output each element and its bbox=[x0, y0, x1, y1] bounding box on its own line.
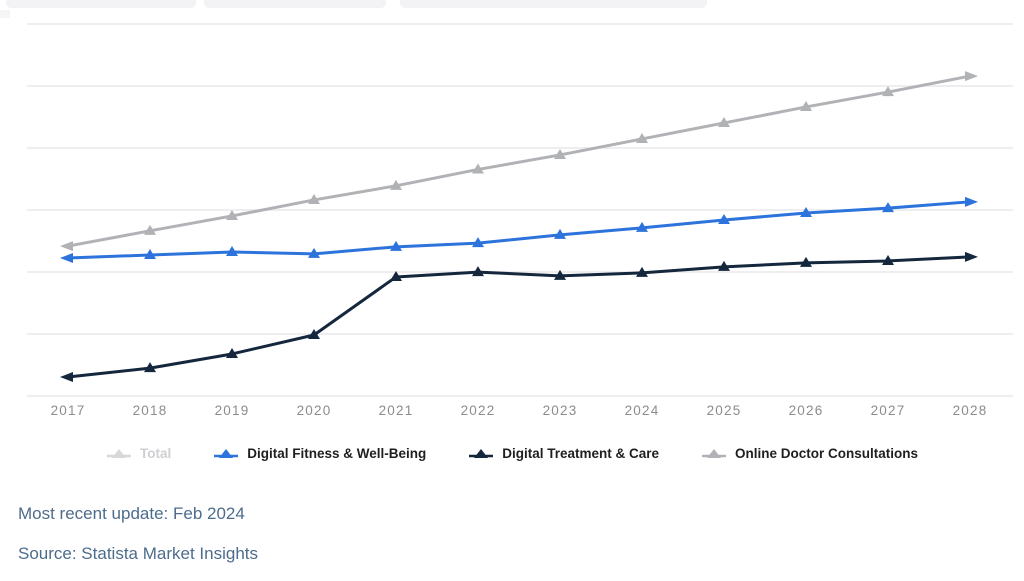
series-line-digital-treatment-care bbox=[60, 251, 978, 383]
data-point-marker bbox=[636, 221, 648, 232]
data-point-marker bbox=[554, 269, 566, 280]
x-tick-2028: 2028 bbox=[952, 403, 988, 418]
legend-triangle-marker-icon bbox=[106, 448, 131, 458]
legend-item-label: Digital Treatment & Care bbox=[502, 445, 660, 461]
top-cropped-element-2 bbox=[204, 0, 386, 8]
x-tick-2019: 2019 bbox=[214, 403, 250, 418]
data-point-marker bbox=[636, 266, 648, 277]
data-point-marker bbox=[308, 328, 320, 339]
data-point-marker bbox=[800, 206, 812, 217]
data-point-marker bbox=[800, 256, 812, 267]
x-tick-2018: 2018 bbox=[132, 403, 168, 418]
data-point-marker bbox=[965, 251, 978, 262]
data-point-marker bbox=[144, 362, 156, 373]
legend-triangle-marker-icon bbox=[214, 448, 239, 458]
x-tick-2020: 2020 bbox=[296, 403, 332, 418]
legend-item-total[interactable]: Total bbox=[106, 446, 171, 461]
chart-legend: Total Digital Fitness & Well-Being Digital… bbox=[0, 440, 1024, 466]
data-point-marker bbox=[800, 100, 812, 111]
top-cropped-element-3 bbox=[400, 0, 707, 8]
data-point-marker bbox=[472, 266, 484, 277]
data-point-marker bbox=[226, 347, 238, 358]
data-point-marker bbox=[144, 224, 156, 235]
x-tick-2025: 2025 bbox=[706, 403, 742, 418]
data-point-marker bbox=[718, 116, 730, 127]
data-point-marker bbox=[390, 179, 402, 190]
legend-item-digital-fitness-well-being[interactable]: Digital Fitness & Well-Being bbox=[213, 446, 426, 461]
chart-canvas bbox=[27, 23, 1013, 397]
data-point-marker bbox=[390, 240, 402, 251]
top-cropped-chip bbox=[0, 10, 10, 18]
x-tick-2023: 2023 bbox=[542, 403, 578, 418]
data-point-marker bbox=[144, 249, 156, 260]
x-tick-2027: 2027 bbox=[870, 403, 906, 418]
data-point-marker bbox=[636, 132, 648, 143]
data-point-marker bbox=[60, 372, 73, 383]
data-point-marker bbox=[390, 270, 402, 281]
data-point-marker bbox=[882, 86, 894, 97]
x-tick-2017: 2017 bbox=[50, 403, 86, 418]
data-point-marker bbox=[60, 241, 73, 252]
legend-triangle-marker-icon bbox=[702, 448, 727, 458]
legend-item-digital-treatment-care[interactable]: Digital Treatment & Care bbox=[468, 446, 659, 461]
series-line-digital-fitness-well-being bbox=[60, 196, 978, 263]
series-line-online-doctor-consultations bbox=[60, 71, 978, 252]
data-point-marker bbox=[226, 246, 238, 257]
x-tick-2021: 2021 bbox=[378, 403, 414, 418]
data-point-marker bbox=[308, 247, 320, 258]
line-chart-plot[interactable]: 2017 2018 2019 2020 2021 2022 2023 2024 2025 2026… bbox=[0, 0, 1024, 430]
last-update-note: Most recent update: Feb 2024 bbox=[18, 504, 245, 523]
data-point-marker bbox=[60, 252, 73, 263]
data-point-marker bbox=[472, 163, 484, 174]
data-point-marker bbox=[882, 202, 894, 213]
data-point-marker bbox=[718, 260, 730, 271]
data-point-marker bbox=[882, 254, 894, 265]
x-tick-2024: 2024 bbox=[624, 403, 660, 418]
legend-triangle-marker-icon bbox=[469, 448, 494, 458]
top-cropped-element-1 bbox=[6, 0, 196, 8]
legend-item-label: Digital Fitness & Well-Being bbox=[247, 445, 427, 461]
legend-item-online-doctor-consultations[interactable]: Online Doctor Consultations bbox=[701, 446, 918, 461]
data-point-marker bbox=[718, 214, 730, 225]
data-point-marker bbox=[965, 196, 978, 207]
data-point-marker bbox=[965, 71, 978, 82]
source-note: Source: Statista Market Insights bbox=[18, 544, 258, 563]
legend-item-label: Total bbox=[139, 445, 172, 461]
legend-item-label: Online Doctor Consultations bbox=[735, 445, 919, 461]
data-point-marker bbox=[472, 237, 484, 248]
data-point-marker bbox=[554, 228, 566, 239]
data-point-marker bbox=[308, 193, 320, 204]
data-point-marker bbox=[554, 148, 566, 159]
x-axis-tick-labels: 2017 2018 2019 2020 2021 2022 2023 2024 2025 2026… bbox=[0, 403, 1024, 423]
x-tick-2026: 2026 bbox=[788, 403, 824, 418]
x-tick-2022: 2022 bbox=[460, 403, 496, 418]
data-point-marker bbox=[226, 209, 238, 220]
